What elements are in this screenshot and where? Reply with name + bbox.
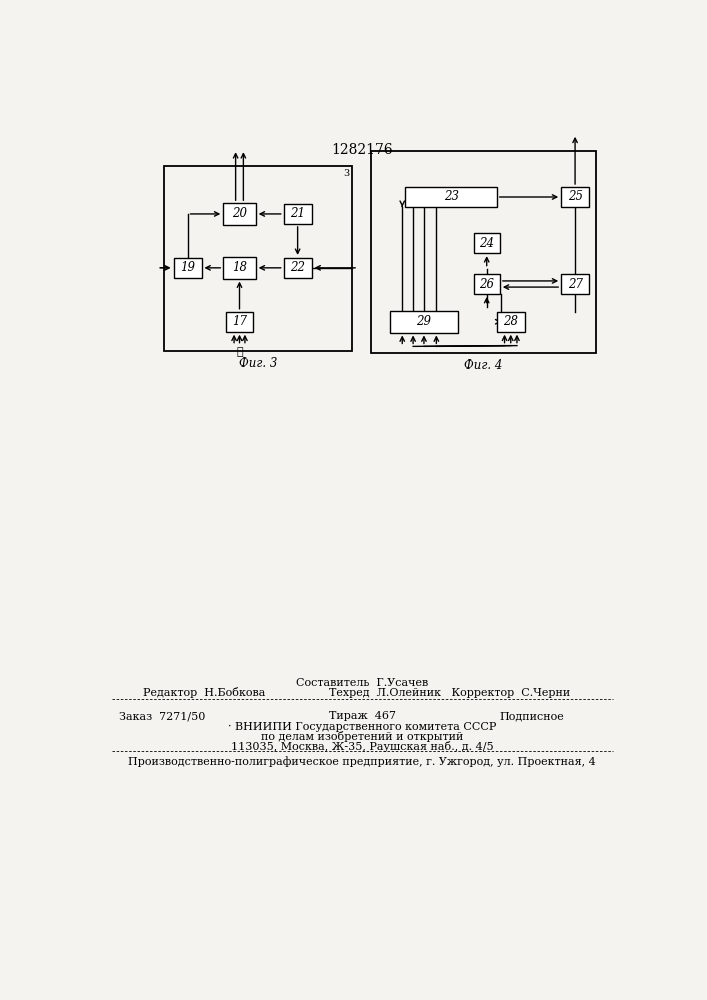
Text: 20: 20 (232, 207, 247, 220)
Text: 23: 23 (443, 190, 459, 204)
Text: 28: 28 (503, 315, 518, 328)
Text: Заказ  7271/50: Заказ 7271/50 (119, 711, 206, 721)
Bar (561, 187, 589, 207)
Bar (163, 166, 352, 351)
Text: 21: 21 (290, 207, 305, 220)
Bar (474, 233, 500, 253)
Bar (561, 274, 589, 294)
Text: 27: 27 (568, 278, 583, 291)
Text: 19: 19 (180, 261, 195, 274)
Text: Производственно-полиграфическое предприятие, г. Ужгород, ул. Проектная, 4: Производственно-полиграфическое предприя… (128, 756, 596, 767)
Bar (390, 311, 458, 333)
Bar (174, 258, 201, 278)
Text: 18: 18 (232, 261, 247, 274)
Bar (474, 274, 500, 294)
Bar (284, 258, 312, 278)
Bar (226, 312, 253, 332)
Bar (405, 187, 497, 207)
Text: 22: 22 (290, 261, 305, 274)
Text: 24: 24 (479, 237, 494, 250)
Text: 25: 25 (568, 190, 583, 204)
Text: Составитель  Г.Усачев: Составитель Г.Усачев (296, 678, 428, 688)
Text: 29: 29 (416, 315, 431, 328)
Text: Техред  Л.Олейник   Корректор  С.Черни: Техред Л.Олейник Корректор С.Черни (329, 688, 570, 698)
Text: 17: 17 (232, 315, 247, 328)
Bar (497, 312, 525, 332)
Bar (284, 204, 312, 224)
Text: по делам изобретений и открытий: по делам изобретений и открытий (261, 731, 463, 742)
Text: ⋯: ⋯ (236, 347, 243, 357)
Bar (223, 203, 256, 225)
Text: Фиг. 4: Фиг. 4 (464, 359, 503, 372)
Text: Тираж  467: Тираж 467 (329, 711, 396, 721)
Text: Редактор  Н.Бобкова: Редактор Н.Бобкова (143, 686, 265, 698)
Bar (371, 151, 596, 353)
Text: 1282176: 1282176 (331, 143, 393, 157)
Text: 3: 3 (344, 169, 349, 178)
Text: · ВНИИПИ Государственного комитета СССР: · ВНИИПИ Государственного комитета СССР (228, 722, 496, 732)
Text: 26: 26 (479, 278, 494, 291)
Text: Фиг. 3: Фиг. 3 (238, 357, 277, 370)
Text: Подписное: Подписное (499, 711, 564, 721)
Bar (223, 257, 256, 279)
Text: 113035, Москва, Ж-35, Раушская наб., д. 4/5: 113035, Москва, Ж-35, Раушская наб., д. … (230, 741, 493, 752)
